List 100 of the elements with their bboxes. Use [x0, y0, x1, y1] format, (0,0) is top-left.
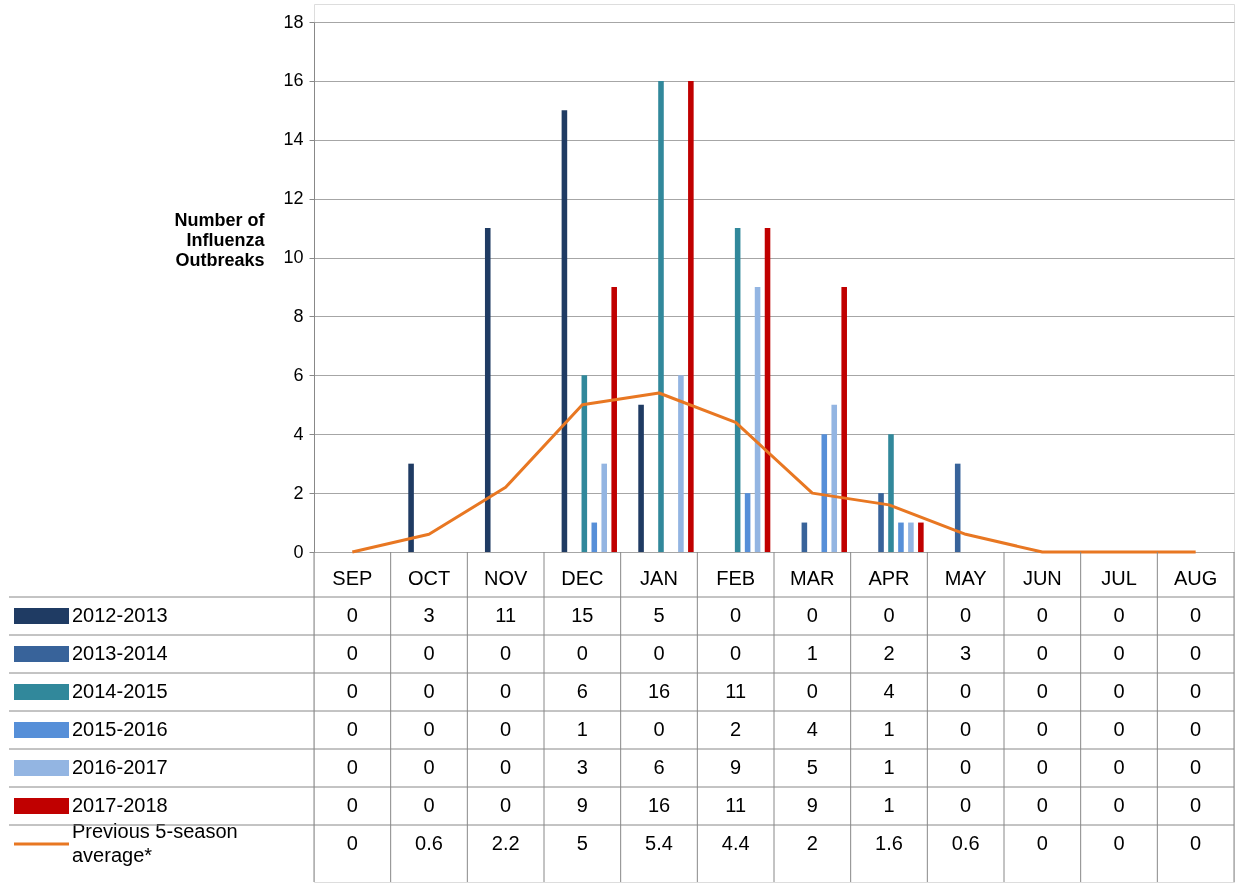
data-label: 1.6	[875, 832, 903, 854]
data-label: 0	[346, 756, 358, 778]
data-label: 0	[806, 604, 818, 626]
data-label: 0	[1113, 832, 1125, 854]
data-label: 2	[806, 832, 818, 854]
bar	[918, 522, 924, 552]
legend-label: 2014-2015	[72, 680, 168, 702]
legend-label: 2016-2017	[72, 756, 168, 778]
legend-label: Previous 5-season average*	[72, 820, 238, 866]
data-label: 0	[346, 642, 358, 664]
data-label: 0	[423, 756, 435, 778]
x-tick-label: DEC	[561, 567, 604, 589]
data-label: 16	[647, 680, 671, 702]
data-label: 0	[960, 794, 972, 816]
x-tick-label: JUL	[1101, 567, 1137, 589]
data-label: 0	[346, 794, 358, 816]
legend-label: 2017-2018	[72, 794, 168, 816]
x-tick-label: MAR	[790, 567, 835, 589]
data-label: 0	[346, 604, 358, 626]
data-label: 0	[500, 718, 512, 740]
bar	[908, 522, 914, 552]
legend-label: 2013-2014	[72, 642, 168, 664]
x-tick-label: NOV	[483, 567, 528, 589]
data-label: 0	[1190, 756, 1202, 778]
data-label: 4.4	[721, 832, 750, 854]
data-label: 4	[806, 718, 818, 740]
data-label: 2	[883, 642, 895, 664]
data-label: 0	[653, 642, 665, 664]
data-label: 11	[725, 680, 747, 702]
data-label: 0	[1036, 642, 1048, 664]
bar	[821, 434, 828, 552]
y-tick-label: 14	[283, 129, 304, 150]
x-tick-label: APR	[868, 567, 910, 589]
y-tick-label: 6	[293, 364, 304, 385]
data-label: 1	[883, 756, 895, 778]
x-tick-label: AUG	[1173, 567, 1218, 589]
data-label: 3	[960, 642, 972, 664]
bar	[678, 375, 684, 552]
bar	[408, 463, 414, 552]
data-label: 5.4	[645, 832, 673, 854]
data-label: 0	[1036, 604, 1048, 626]
x-tick-label: SEP	[332, 567, 373, 589]
bar	[744, 493, 751, 552]
data-label: 5	[576, 832, 588, 854]
legend-label: 2012-2013	[72, 604, 168, 626]
data-label: 0	[346, 832, 358, 854]
bar	[898, 522, 904, 552]
y-tick-label: 2	[293, 482, 304, 503]
data-label: 0	[500, 642, 512, 664]
data-label: 9	[806, 794, 818, 816]
data-label: 6	[576, 680, 588, 702]
data-label: 0	[730, 604, 742, 626]
y-tick-label: 12	[283, 188, 304, 209]
data-label: 0	[960, 756, 972, 778]
data-label: 0	[1113, 756, 1125, 778]
data-label: 0	[1113, 680, 1125, 702]
bar	[831, 404, 838, 552]
data-label: 2	[730, 718, 742, 740]
data-label: 0	[500, 756, 512, 778]
data-label: 1	[576, 718, 588, 740]
x-tick-label: JUN	[1022, 567, 1062, 589]
data-label: 1	[883, 794, 895, 816]
y-tick-label: 4	[293, 423, 304, 444]
line-series	[350, 391, 1198, 554]
data-label: 0	[423, 794, 435, 816]
data-label: 0	[1190, 832, 1202, 854]
data-label: 0	[1036, 718, 1048, 740]
data-label: 1	[806, 642, 818, 664]
bar	[888, 434, 894, 552]
data-label: 2.2	[491, 832, 520, 854]
data-label: 0	[1190, 680, 1202, 702]
data-label: 0	[1113, 794, 1125, 816]
data-label: 9	[730, 756, 742, 778]
data-label: 0	[346, 680, 358, 702]
data-label: 3	[576, 756, 588, 778]
data-label: 0	[576, 642, 588, 664]
data-label: 0	[346, 718, 358, 740]
data-label: 0	[1190, 794, 1202, 816]
data-label: 3	[423, 604, 435, 626]
bar	[484, 228, 491, 552]
data-label: 0.6	[415, 832, 443, 854]
data-label: 0	[423, 680, 435, 702]
data-label: 11	[495, 604, 517, 626]
bar	[688, 80, 694, 552]
data-label: 0	[1190, 642, 1202, 664]
bar	[601, 463, 608, 552]
y-tick-label: 0	[293, 541, 304, 562]
bar	[638, 404, 644, 552]
y-tick-label: 18	[283, 11, 304, 32]
data-label: 0	[1190, 604, 1202, 626]
data-label: 4	[883, 680, 895, 702]
data-label: 6	[653, 756, 665, 778]
bar	[611, 287, 617, 552]
data-label: 0	[1190, 718, 1202, 740]
y-axis-title: Number of Influenza Outbreaks	[174, 209, 266, 270]
data-label: 5	[806, 756, 818, 778]
data-label: 16	[647, 794, 671, 816]
data-label: 0	[500, 794, 512, 816]
data-label: 0	[960, 718, 972, 740]
legend-label: 2015-2016	[72, 718, 168, 740]
